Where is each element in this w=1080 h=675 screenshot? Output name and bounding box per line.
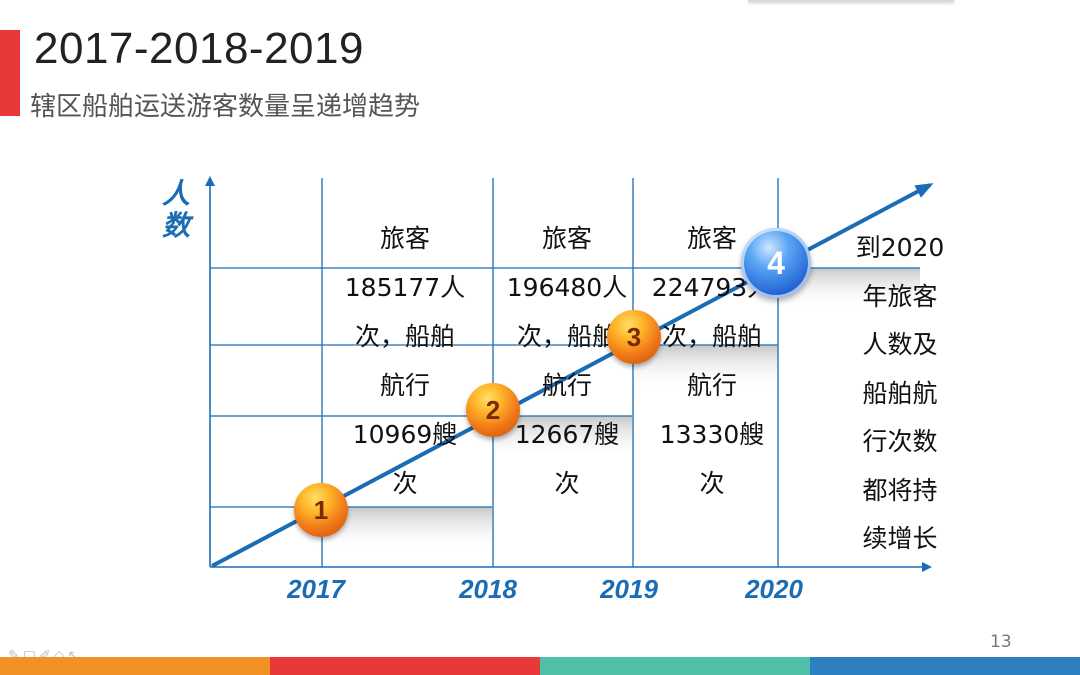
outlook-line: 续增长 xyxy=(862,524,938,553)
milestone-4-marker: 4 xyxy=(741,228,811,298)
year-label-2019: 2019 xyxy=(600,574,658,604)
pen-icon[interactable]: ✎ xyxy=(8,648,23,664)
page-subtitle: 辖区船舶运送游客数量呈递增趋势 xyxy=(30,92,421,122)
info-line: 次，船舶 xyxy=(661,322,762,351)
year-label-2017: 2017 xyxy=(287,574,345,604)
footer-color-bar xyxy=(0,657,1080,675)
y-axis-label: 人 数 xyxy=(158,178,194,242)
outlook-2020-text: 到2020 年旅客 人数及 船舶航 行次数 都将持 续增长 xyxy=(852,224,948,564)
info-line: 航行 xyxy=(541,371,592,400)
page-number: 13 xyxy=(990,632,1012,652)
info-line: 航行 xyxy=(686,371,737,400)
top-shadow-decoration xyxy=(748,0,954,2)
milestone-2-marker: 2 xyxy=(466,383,520,437)
info-line: 次，船舶 xyxy=(354,322,455,351)
milestone-1-marker: 1 xyxy=(294,483,348,537)
year-label-2018: 2018 xyxy=(459,574,517,604)
footer-segment-blue xyxy=(810,657,1080,675)
milestone-3-marker: 3 xyxy=(607,310,661,364)
info-line: 次 xyxy=(392,469,418,498)
column-2017-info: 旅客 185177人 次，船舶 航行 10969艘 次 xyxy=(337,214,473,508)
info-line: 旅客 xyxy=(541,224,592,253)
info-line: 旅客 xyxy=(686,224,737,253)
info-line: 196480人 xyxy=(506,273,628,302)
info-line: 次，船舶 xyxy=(516,322,617,351)
page-title: 2017-2018-2019 xyxy=(34,24,364,73)
step-shelf-3 xyxy=(632,345,778,389)
info-line: 次 xyxy=(699,469,725,498)
eraser-icon[interactable]: ◇ xyxy=(53,648,68,664)
footer-segment-red xyxy=(270,657,540,675)
column-2018-info: 旅客 196480人 次，船舶 航行 12667艘 次 xyxy=(499,214,635,508)
y-axis-label-line: 人 xyxy=(161,177,190,210)
footer-segment-orange xyxy=(0,657,270,675)
outlook-line: 人数及 xyxy=(862,330,938,359)
horizontal-gridlines xyxy=(210,267,920,508)
outlook-line: 都将持 xyxy=(862,475,938,505)
title-accent-bar xyxy=(0,30,20,116)
info-line: 12667艘 xyxy=(514,420,620,449)
pointer-icon[interactable]: ↖ xyxy=(67,648,83,664)
ink-icon[interactable]: ✐ xyxy=(38,648,54,664)
year-label-2020: 2020 xyxy=(745,574,803,604)
info-line: 次 xyxy=(554,469,580,498)
info-line: 航行 xyxy=(379,371,430,400)
footer-segment-teal xyxy=(540,657,810,675)
y-axis-label-line: 数 xyxy=(161,209,190,242)
outlook-line: 年旅客 xyxy=(862,281,938,311)
info-line: 旅客 xyxy=(379,224,430,253)
outlook-line: 行次数 xyxy=(862,427,938,456)
info-line: 185177人 xyxy=(344,273,466,302)
outlook-line: 到2020 xyxy=(855,233,945,262)
outlook-line: 船舶航 xyxy=(862,378,938,408)
info-line: 10969艘 xyxy=(352,420,458,449)
info-line: 13330艘 xyxy=(659,420,765,449)
step-shelf-1 xyxy=(322,507,492,551)
